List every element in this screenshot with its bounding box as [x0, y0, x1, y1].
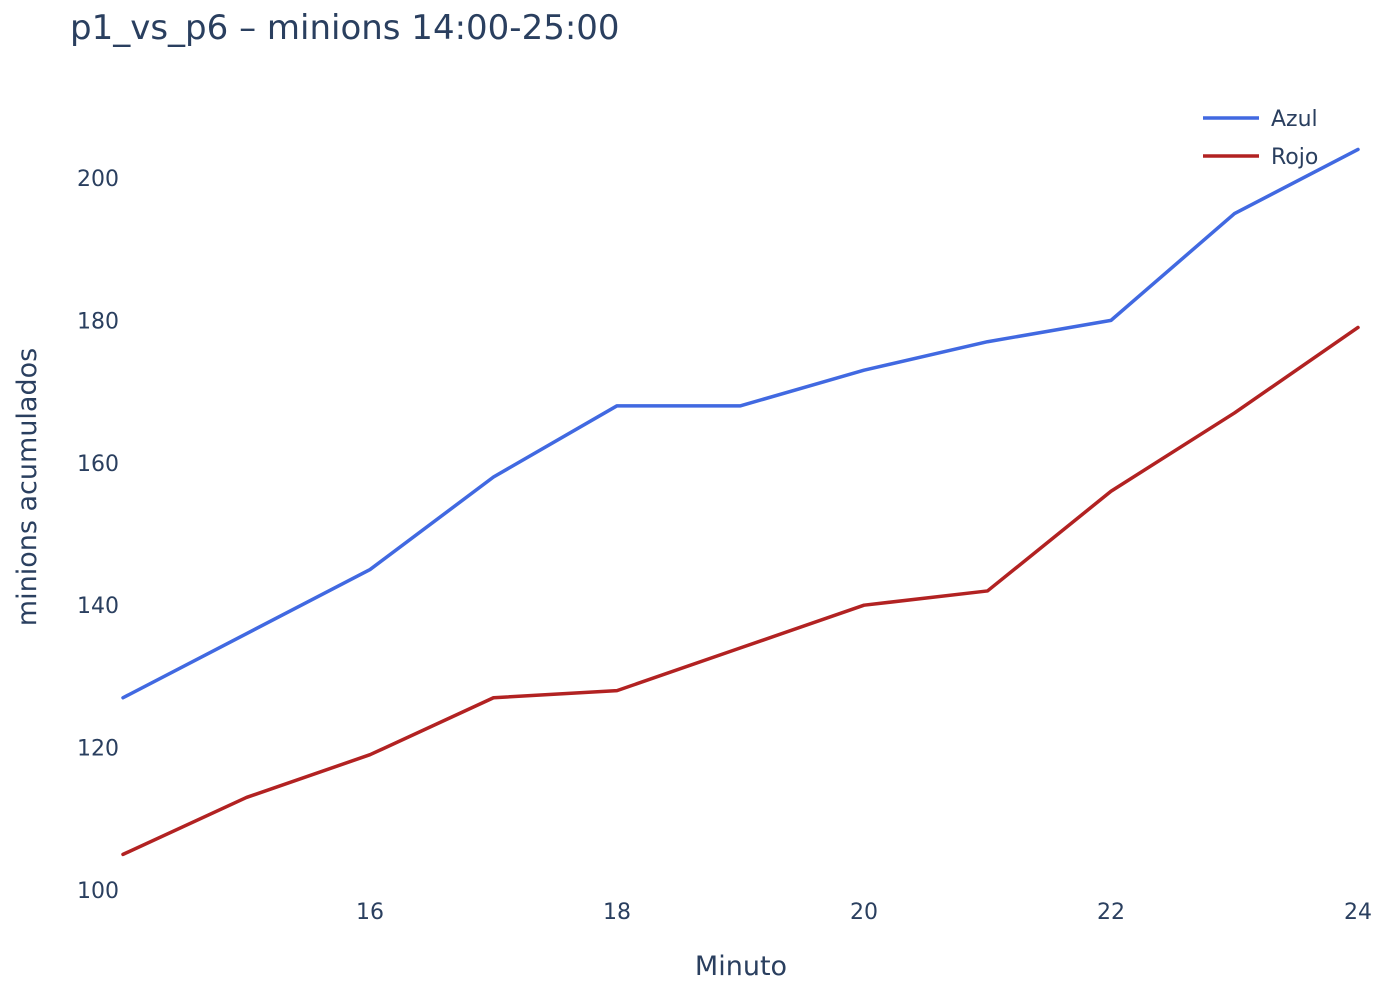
x-tick-label: 18 [603, 900, 631, 925]
x-axis-title: Minuto [695, 951, 787, 982]
x-axis: 16 18 20 22 24 [356, 900, 1372, 925]
chart-title: p1_vs_p6 – minions 14:00-25:00 [70, 8, 620, 48]
x-tick-label: 24 [1344, 900, 1372, 925]
x-tick-label: 16 [356, 900, 384, 925]
y-axis-title: minions acumulados [12, 348, 43, 626]
x-tick-label: 22 [1097, 900, 1125, 925]
y-tick-label: 200 [77, 167, 119, 192]
y-tick-label: 180 [77, 309, 119, 334]
legend-label: Azul [1271, 107, 1318, 132]
legend-label: Rojo [1271, 145, 1318, 170]
y-tick-label: 160 [77, 452, 119, 477]
series-line-azul [121, 147, 1360, 700]
legend-item-azul[interactable]: Azul [1203, 107, 1318, 132]
y-axis: 100 120 140 160 180 200 [77, 167, 119, 904]
series-line-rojo [121, 325, 1360, 857]
legend[interactable]: Azul Rojo [1203, 107, 1318, 170]
plot-area [121, 147, 1360, 857]
x-tick-label: 20 [850, 900, 878, 925]
legend-item-rojo[interactable]: Rojo [1203, 145, 1318, 170]
y-tick-label: 120 [77, 737, 119, 762]
y-tick-label: 140 [77, 594, 119, 619]
y-tick-label: 100 [77, 879, 119, 904]
